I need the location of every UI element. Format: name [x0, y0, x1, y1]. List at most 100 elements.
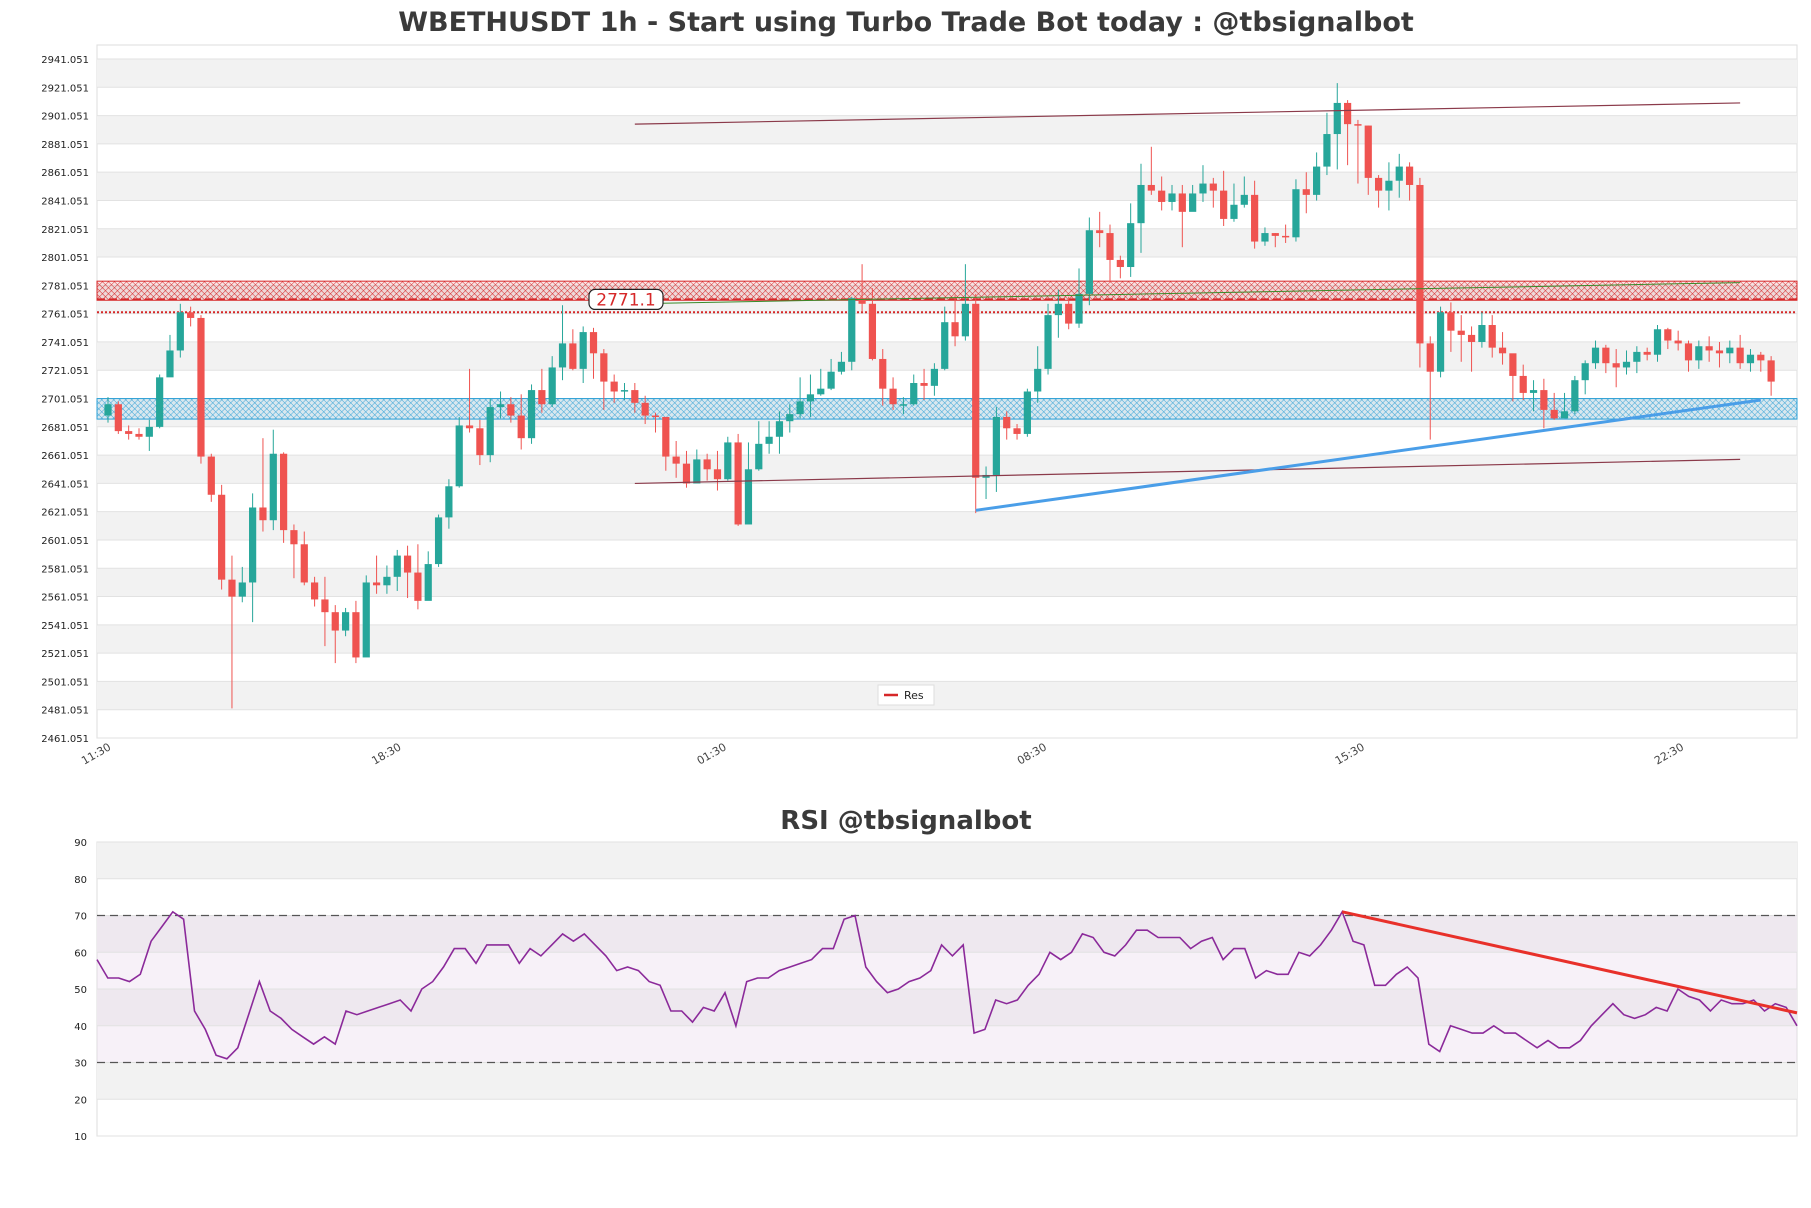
candle-up [724, 442, 732, 480]
resistance-zone-hatch [1223, 280, 1244, 301]
price-grid-bands [96, 44, 1798, 739]
candle-down [1736, 347, 1744, 364]
support-zone-hatch [1360, 398, 1382, 420]
resistance-zone-hatch [1175, 280, 1196, 301]
candle-up [1189, 193, 1197, 212]
candle-up [1127, 223, 1135, 268]
support-zone-hatch [1192, 398, 1214, 420]
candle-up [156, 377, 164, 427]
support-zone-hatch [436, 398, 458, 420]
resistance-zone-hatch [317, 280, 338, 301]
candle-down [972, 303, 980, 478]
resistance-zone-hatch [1727, 280, 1748, 301]
price-y-tick-label: 2821.051 [41, 225, 89, 236]
resistance-zone-hatch [653, 280, 674, 301]
price-y-tick-label: 2621.051 [41, 508, 89, 519]
rsi-y-tick-label: 40 [74, 1022, 87, 1033]
resistance-zone-hatch [173, 280, 194, 301]
resistance-zone-hatch [461, 280, 482, 301]
candle-down [1519, 375, 1527, 393]
support-zone-hatch [1246, 398, 1268, 420]
resistance-zone-hatch [467, 280, 488, 301]
price-grid-band [97, 624, 1797, 654]
candle-down [414, 572, 422, 601]
candle-up [1560, 411, 1569, 419]
resistance-zone-hatch [749, 280, 770, 301]
price-plot-area [96, 44, 1798, 739]
candle-down [1416, 184, 1424, 344]
support-zone-hatch [1420, 398, 1442, 420]
support-zone-hatch [898, 398, 920, 420]
support-zone-hatch [1006, 398, 1028, 420]
support-zone-hatch [1456, 398, 1478, 420]
candle-up [1385, 180, 1393, 191]
resistance-zone-hatch [1211, 280, 1232, 301]
resistance-zone-hatch [341, 280, 362, 301]
candle-down [352, 612, 360, 658]
resistance-zone-hatch [803, 280, 824, 301]
price-zones [96, 280, 1798, 420]
resistance-zone-hatch [833, 280, 854, 301]
support-zone-hatch [376, 398, 398, 420]
resistance-zone-hatch [1163, 280, 1184, 301]
support-zone-hatch [96, 398, 110, 411]
support-zone-hatch [1054, 398, 1076, 420]
resistance-zone-hatch [1763, 280, 1784, 301]
support-zone-hatch [1066, 398, 1088, 420]
rsi-y-tick-label: 60 [74, 948, 87, 959]
resistance-zone-hatch [1433, 280, 1454, 301]
support-zone-hatch [1780, 402, 1798, 420]
resistance-zone-hatch [689, 280, 710, 301]
support-zone-hatch [736, 398, 758, 420]
support-zone-hatch [1504, 398, 1526, 420]
resistance-zone-hatch [1775, 280, 1796, 301]
support-zone-hatch [1594, 398, 1616, 420]
price-y-tick-label: 2481.051 [41, 706, 89, 717]
support-zone-hatch [592, 398, 614, 420]
candle-up [1044, 315, 1052, 369]
price-y-tick-label: 2721.051 [41, 366, 89, 377]
resistance-zone-hatch [245, 280, 266, 301]
candle-down [1282, 235, 1290, 238]
support-zone-hatch [1762, 398, 1784, 420]
candle-down [1374, 177, 1383, 191]
resistance-zone-hatch [329, 280, 350, 301]
price-panel: WBETHUSDT 1h - Start using Turbo Trade B… [41, 7, 1798, 768]
candle-down [1271, 233, 1279, 236]
resistance-zone-hatch [1739, 280, 1760, 301]
resistance-zone-hatch [791, 280, 812, 301]
candle-down [1715, 350, 1724, 354]
resistance-zone-hatch [149, 280, 170, 301]
resistance-zone-hatch [707, 280, 728, 301]
resistance-zone-hatch [131, 280, 152, 301]
resistance-zone-hatch [293, 280, 314, 301]
support-zone-hatch [922, 398, 944, 420]
candle-down [1426, 343, 1434, 372]
support-zone-hatch [1510, 398, 1532, 420]
support-zone-hatch [1216, 398, 1238, 420]
support-zone-hatch [994, 398, 1016, 420]
support-zone-hatch [1222, 398, 1244, 420]
support-zone-hatch [928, 398, 950, 420]
price-x-tick-label: 22:30 [1652, 740, 1686, 767]
resistance-zone-hatch [1025, 280, 1046, 301]
support-zone-hatch [280, 398, 302, 420]
candle-down [1540, 390, 1548, 410]
support-zone-hatch [418, 398, 440, 420]
candle-down [703, 459, 711, 470]
candle-down [1344, 102, 1352, 125]
resistance-zone-hatch [1385, 280, 1406, 301]
candle-down [1013, 428, 1021, 434]
support-zone-hatch [976, 398, 998, 420]
rsi-panel: RSI @tbsignalbot 10 20 30 40 50 60 70 80 90 [74, 806, 1798, 1143]
resistance-zone-hatch [425, 280, 446, 301]
candle-up [1333, 102, 1341, 135]
support-zone-hatch [1408, 398, 1430, 420]
candle-down [1364, 125, 1372, 178]
resistance-zone [96, 280, 1798, 301]
resistance-zone-hatch [1535, 280, 1556, 301]
price-y-tick-label: 2701.051 [41, 395, 89, 406]
candle-down [280, 453, 288, 531]
support-zone-hatch [1330, 398, 1352, 420]
candle-down [372, 582, 381, 586]
